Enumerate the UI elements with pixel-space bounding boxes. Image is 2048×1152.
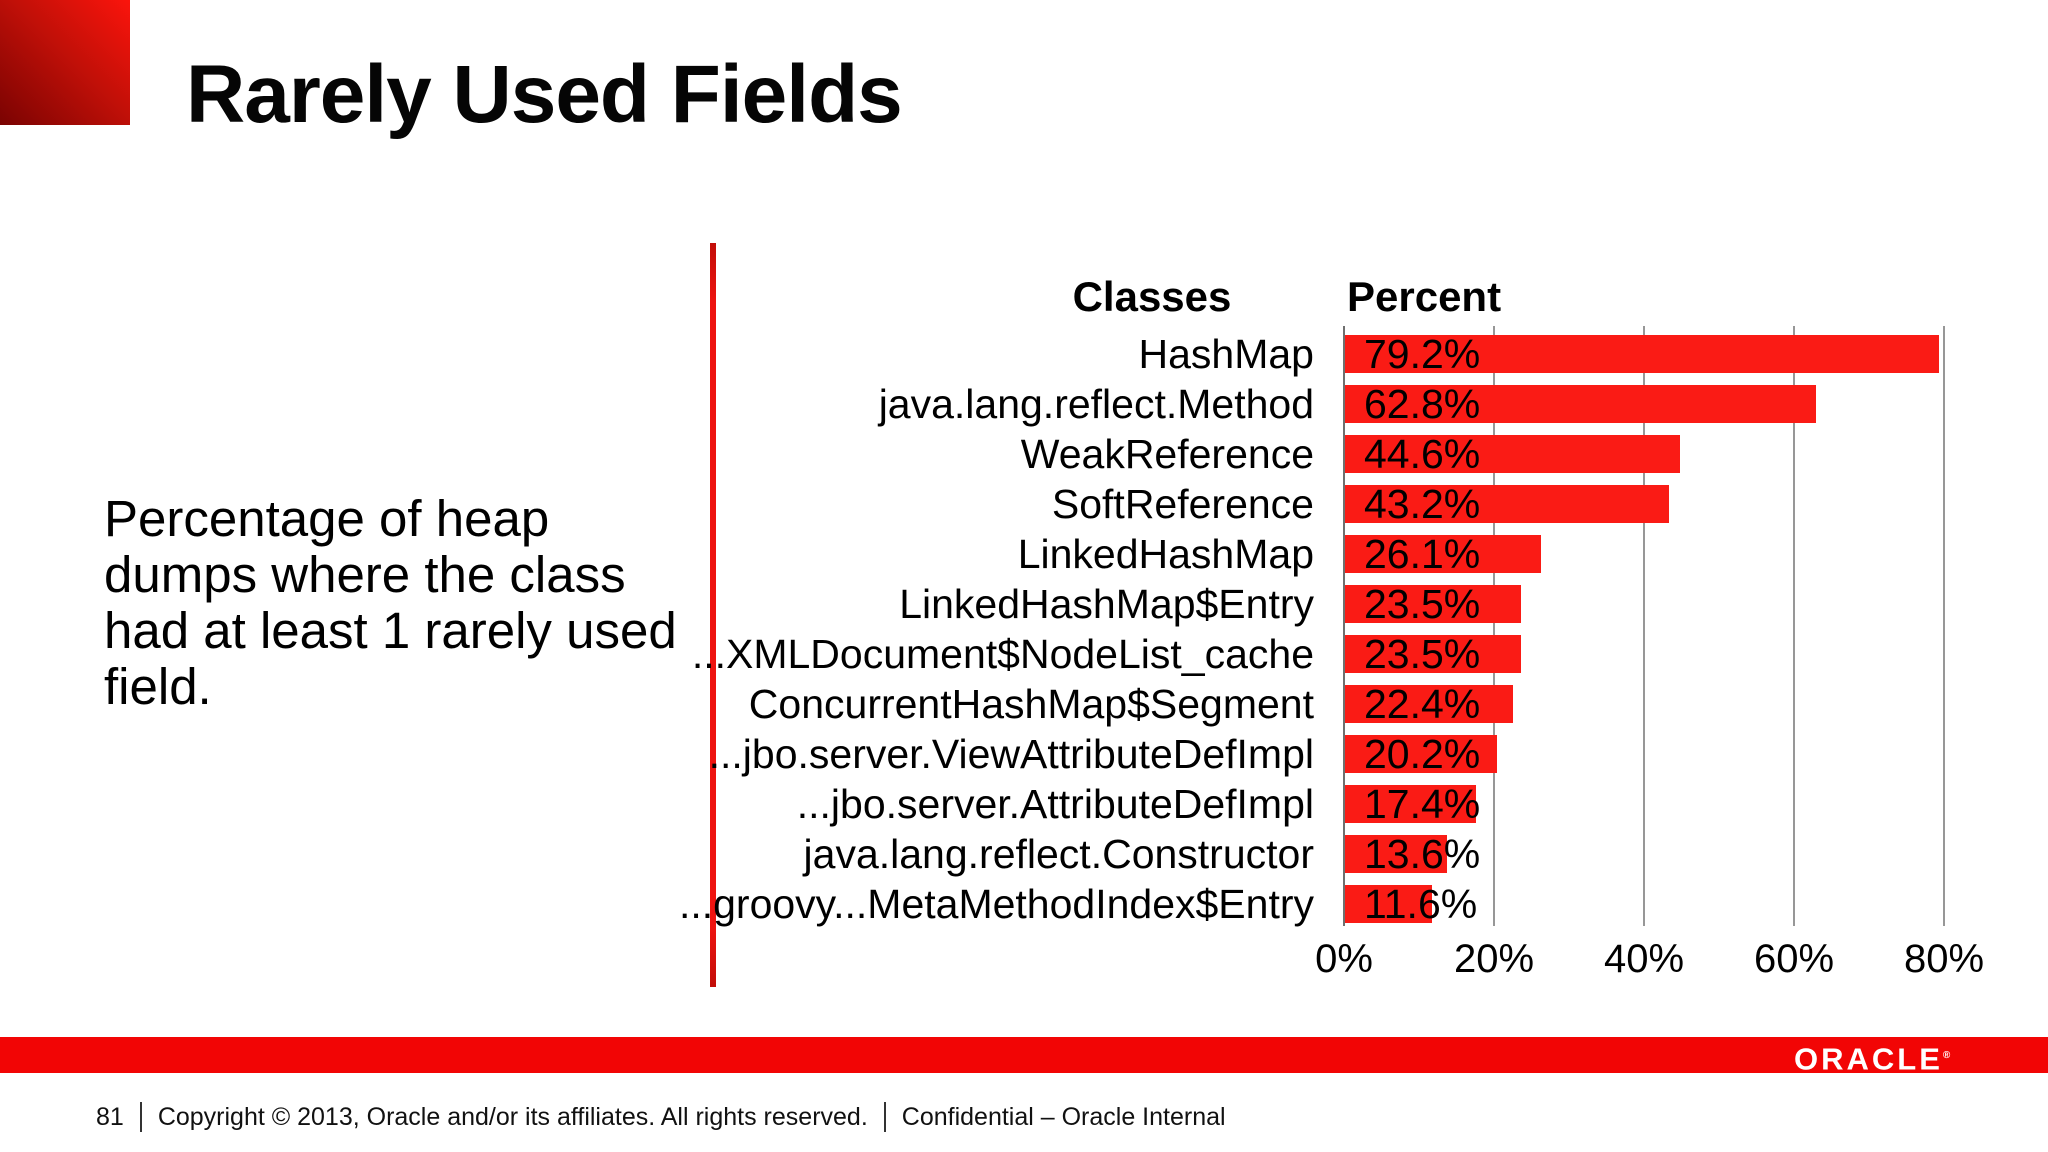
bar-value-label: 79.2% — [1364, 331, 1481, 377]
description-line: dumps where the class — [104, 546, 626, 603]
bar — [1345, 685, 1513, 723]
bar — [1345, 435, 1680, 473]
bar-value-label: 17.4% — [1364, 781, 1481, 827]
bar-chart-plot: 79.2% 62.8% 44.6% 43.2% 26.1% 23.5% 23.5% 22.4%… — [1343, 326, 2014, 927]
description-line: Percentage of heap — [104, 490, 550, 547]
class-label: java.lang.reflect.Constructor — [803, 831, 1314, 877]
bar-value-label: 23.5% — [1364, 581, 1481, 627]
page-title: Rarely Used Fields — [186, 49, 903, 140]
footer-info: 81 Copyright © 2013, Oracle and/or its a… — [96, 1101, 1226, 1133]
gridline-60 — [1793, 326, 1795, 926]
bar-value-label: 26.1% — [1364, 531, 1481, 577]
bar-value-label: 22.4% — [1364, 681, 1481, 727]
bar-value-label: 23.5% — [1364, 631, 1481, 677]
bar-value-label: 44.6% — [1364, 431, 1481, 477]
footer-separator — [139, 1102, 142, 1132]
class-label: WeakReference — [1020, 431, 1314, 477]
class-label: ...groovy...MetaMethodIndex$Entry — [678, 881, 1314, 927]
class-label: java.lang.reflect.Method — [878, 381, 1314, 427]
class-label: ...jbo.server.ViewAttributeDefImpl — [708, 731, 1314, 777]
column-header-percent: Percent — [1347, 273, 1502, 320]
class-label: ...jbo.server.AttributeDefImpl — [796, 781, 1314, 827]
description-text: Percentage of heap dumps where the class h… — [104, 491, 677, 715]
class-label: SoftReference — [1051, 481, 1314, 527]
confidential-text: Confidential – Oracle Internal — [901, 1102, 1226, 1131]
bar — [1345, 535, 1541, 573]
class-label: LinkedHashMap — [1017, 531, 1314, 577]
footer-separator — [883, 1102, 886, 1132]
bar-value-label: 62.8% — [1364, 381, 1481, 427]
bar-value-label: 11.6% — [1364, 881, 1478, 927]
bar — [1345, 335, 1939, 373]
x-tick-label-60: 60% — [1753, 937, 1835, 981]
bar-value-label: 20.2% — [1364, 731, 1481, 777]
gridline-20 — [1493, 326, 1495, 926]
page-number: 81 — [96, 1102, 124, 1131]
corner-accent-square — [0, 0, 130, 125]
class-label: LinkedHashMap$Entry — [899, 581, 1314, 627]
class-label: ConcurrentHashMap$Segment — [748, 681, 1314, 727]
gridline-40 — [1643, 326, 1645, 926]
column-header-classes: Classes — [1072, 273, 1232, 320]
bar — [1345, 635, 1521, 673]
vertical-divider — [710, 243, 716, 987]
bar — [1345, 735, 1497, 773]
x-tick-label-0: 0% — [1315, 937, 1373, 981]
description-line: field. — [104, 658, 212, 715]
gridline-80 — [1943, 326, 1945, 926]
bar-value-label: 43.2% — [1364, 481, 1481, 527]
x-tick-label-80: 80% — [1903, 937, 1985, 981]
bar — [1345, 885, 1432, 923]
bar — [1345, 785, 1476, 823]
oracle-logo: ORACLE® — [1794, 1037, 1951, 1077]
registered-mark: ® — [1942, 1050, 1951, 1061]
bar — [1345, 585, 1521, 623]
bar — [1345, 485, 1669, 523]
class-labels-column: HashMap java.lang.reflect.Method WeakRefer… — [620, 326, 1320, 926]
class-label: HashMap — [1138, 331, 1314, 377]
x-tick-label-20: 20% — [1453, 937, 1535, 981]
bar — [1345, 385, 1816, 423]
footer-red-band: ORACLE® — [0, 1037, 2048, 1077]
bar — [1345, 835, 1447, 873]
copyright-text: Copyright © 2013, Oracle and/or its affi… — [157, 1102, 868, 1131]
x-tick-label-40: 40% — [1603, 937, 1685, 981]
class-label: ...XMLDocument$NodeList_cache — [691, 631, 1314, 677]
description-line: had at least 1 rarely used — [104, 602, 677, 659]
oracle-logo-text: ORACLE — [1794, 1041, 1943, 1077]
y-axis-line — [1343, 326, 1345, 926]
bar-value-label: 13.6% — [1364, 831, 1481, 877]
